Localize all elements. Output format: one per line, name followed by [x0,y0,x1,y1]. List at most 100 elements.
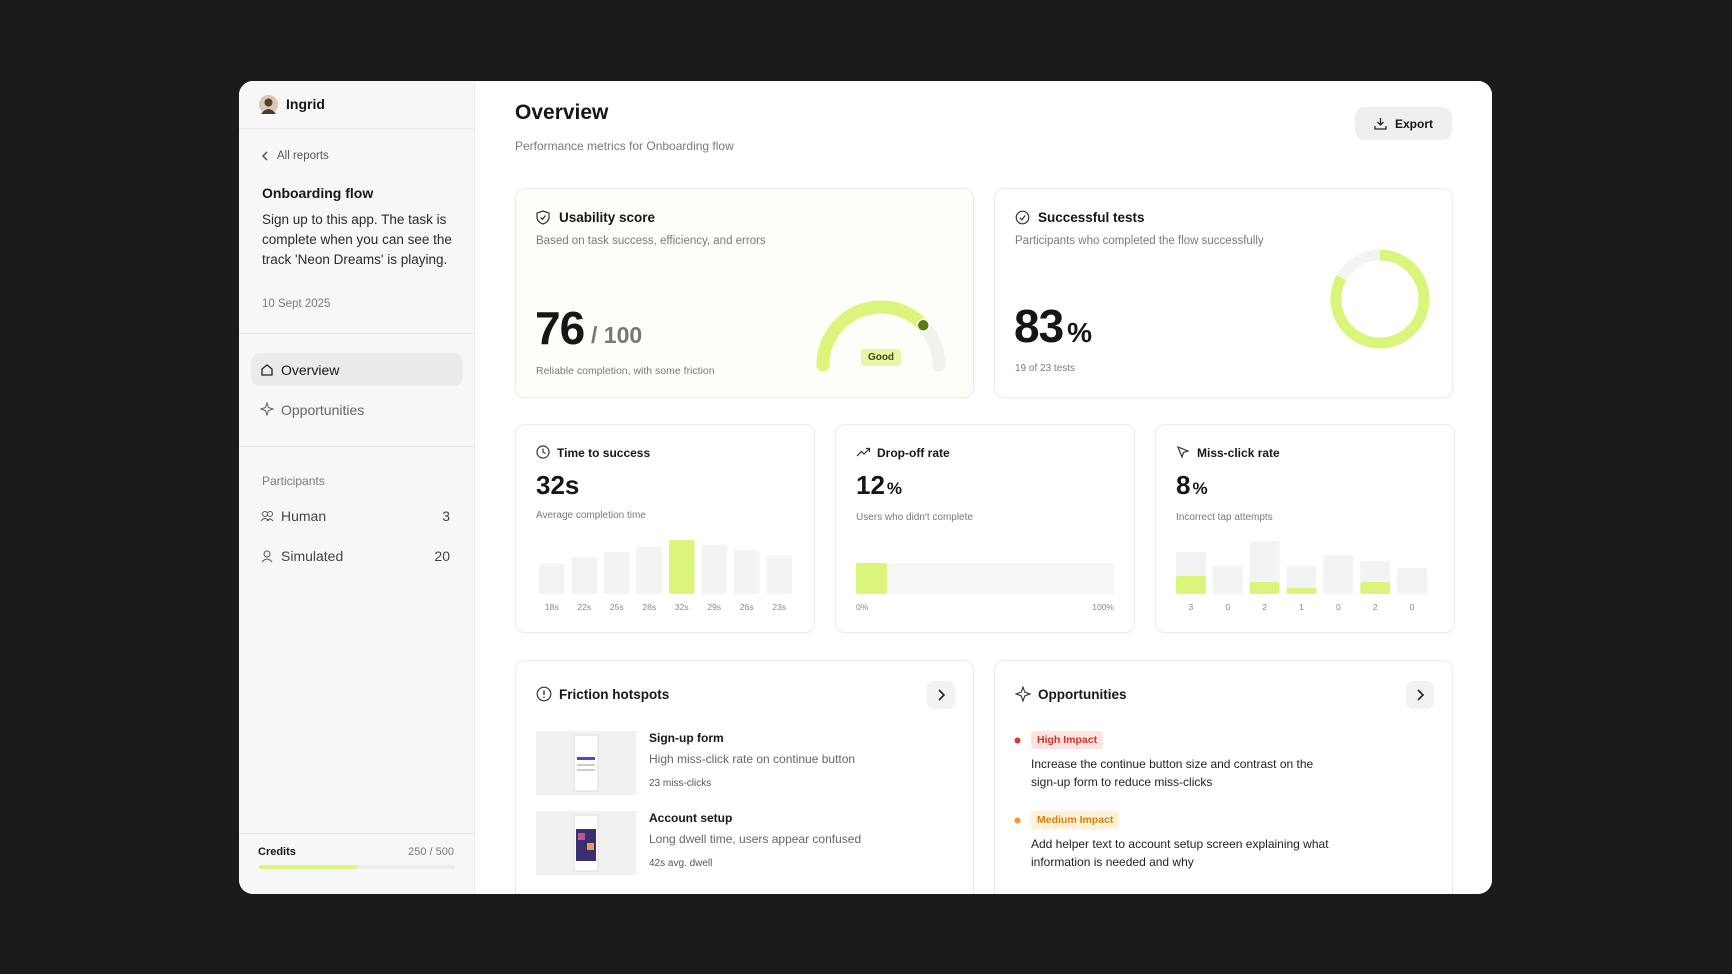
bar-track [1323,555,1354,594]
gauge-knob [916,318,931,333]
bar-label: 2 [1373,602,1378,612]
usability-card: Usability score Based on task success, e… [515,188,974,398]
users-icon [260,511,274,522]
back-icon[interactable] [260,151,270,161]
card-title: Successful tests [1038,210,1145,225]
bar [856,563,887,594]
metric-value: 12 [856,470,885,500]
participant-label[interactable]: Simulated [281,548,344,564]
home-icon [261,364,273,376]
bar-label: 0 [1225,602,1230,612]
section-label: Participants [262,474,325,488]
impact-dot [1014,737,1021,744]
nav-item[interactable]: Overview [281,362,340,378]
rating-badge-bg [861,349,901,366]
opportunity-text: Increase the continue button size and co… [1031,757,1314,789]
credits-track [259,865,455,869]
bar [669,540,695,594]
bar-chart: 3 0 2 1 0 2 0 [1176,541,1427,612]
hotspot-metric: 42s avg. dwell [649,858,713,869]
screen-thumbnail [536,731,636,795]
score: 76 [535,302,585,354]
report-date: 10 Sept 2025 [262,298,331,310]
bar-label: 2 [1262,602,1267,612]
bar [1176,576,1206,594]
cursor-icon [1176,445,1190,459]
export-label[interactable]: Export [1395,117,1434,131]
participant-count: 20 [434,548,450,564]
success-note: 19 of 23 tests [1015,363,1076,374]
report-description: Sign up to this app. The task is complet… [262,212,452,267]
sparkle-icon [260,402,274,416]
impact-badge: High Impact [1031,731,1104,749]
bar [539,563,565,594]
credits-value: 250 / 500 [408,846,454,858]
bar [604,551,630,594]
avatar [259,95,278,114]
credits-label: Credits [258,846,296,858]
bar-label: 28s [642,602,656,612]
card-title: Miss-click rate [1197,446,1280,460]
sidebar: Ingrid All reports Onboarding flow Sign … [239,81,475,894]
card-title: Drop-off rate [877,446,950,460]
card-subtitle: Based on task success, efficiency, and e… [536,235,766,247]
gauge: Good [816,300,946,372]
participant-label[interactable]: Human [281,508,327,524]
card-title: Friction hotspots [559,687,670,702]
ring-chart [1330,249,1430,349]
missclick-card: Miss-click rate 8% Incorrect tap attempt… [1155,424,1455,633]
metric-value: 32s [536,470,580,500]
ring-value [1330,249,1430,349]
nav-item[interactable]: Opportunities [281,402,365,418]
hotspot-description: Long dwell time, users appear confused [649,832,862,846]
trend-icon [856,447,871,457]
divider [239,446,475,447]
bar-label: 18s [545,602,559,612]
nav-item-active[interactable] [251,353,463,386]
participant-count: 3 [442,508,450,524]
bar-track [1212,566,1243,594]
hotspot-title: Account setup [649,811,733,825]
bar-chart: 18s 22s 25s 28s 32s 29s 26s 23s [539,540,792,612]
x-tick-label: 100% [1092,602,1114,612]
score-max: 100 [603,322,643,348]
report-title: Onboarding flow [262,185,374,201]
bar [701,545,727,594]
card-title: Time to success [557,446,651,460]
download-icon [1374,118,1387,130]
main-content: Overview Performance metrics for Onboard… [475,81,1492,894]
credits-separator: / [429,846,433,858]
success-card: Successful tests Participants who comple… [994,188,1453,398]
bar-label: 25s [610,602,624,612]
bar-label: 29s [707,602,721,612]
card-subtitle: Users who didn't complete [856,512,973,523]
card-subtitle: Participants who completed the flow succ… [1015,235,1264,247]
bar [1249,582,1280,594]
credits-total: 500 [435,846,454,858]
score-separator: / [591,322,598,348]
hotspot-title: Sign-up form [649,731,724,745]
page-title: Overview [515,101,609,124]
app-window: Ingrid All reports Onboarding flow Sign … [239,81,1492,894]
card-subtitle: Average completion time [536,510,646,521]
friction-card: Friction hotspots Sign-up form High miss… [515,660,974,894]
back-link[interactable]: All reports [277,150,329,162]
bar [766,555,792,594]
open-button[interactable] [927,681,955,709]
bar [734,550,760,594]
bar-label: 1 [1299,602,1304,612]
shield-icon [536,210,550,225]
divider [239,128,475,129]
gauge-value [816,300,930,372]
hotspot-metric: 23 miss-clicks [649,778,712,789]
x-tick-label: 0% [856,602,869,612]
open-button[interactable] [1406,681,1434,709]
export-button[interactable]: Export [1355,107,1452,140]
bar-label: 0 [1336,602,1341,612]
score-note: Reliable completion, with some friction [536,365,715,377]
opportunities-card: Opportunities High Impact Increase the c… [994,660,1453,894]
bar-label: 23s [772,602,786,612]
impact-dot [1014,817,1021,824]
bar [1286,588,1317,594]
credits-fill [259,865,357,869]
